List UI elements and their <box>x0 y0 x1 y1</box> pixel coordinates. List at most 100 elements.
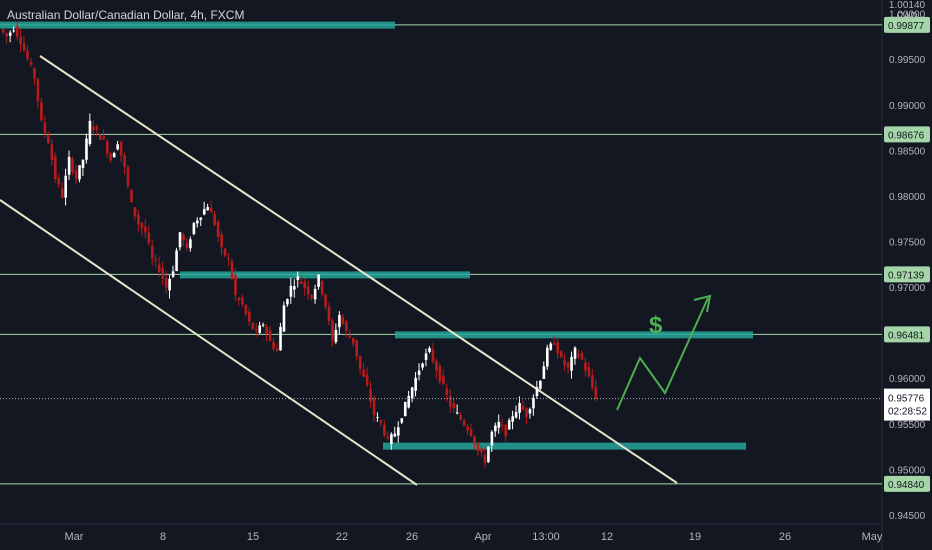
candle-body <box>324 294 327 307</box>
symbol-title: Australian Dollar/Canadian Dollar, 4h, F… <box>7 8 245 22</box>
candle-body <box>36 78 40 102</box>
resistance-zone-mid <box>180 271 470 279</box>
support-zone <box>383 442 746 450</box>
x-tick-label: 26 <box>779 531 791 543</box>
y-tick-label: 0.94500 <box>889 511 926 522</box>
candle-body <box>248 312 251 322</box>
candle-body <box>92 126 95 131</box>
candle-body <box>22 43 26 51</box>
candle-body <box>282 305 286 332</box>
x-tick-label: 15 <box>247 531 259 543</box>
candle-body <box>473 436 476 445</box>
currency-label: 1.00140 CAD <box>884 0 930 22</box>
candle-body <box>67 156 71 175</box>
candle-body <box>109 153 113 161</box>
candle-body <box>563 359 566 366</box>
candle-body <box>365 374 369 386</box>
candle-body <box>293 286 296 290</box>
candle-body <box>410 387 414 399</box>
candle-body <box>455 412 459 414</box>
candle-body <box>133 207 137 216</box>
candle-body <box>112 153 116 158</box>
candle-body <box>151 246 154 259</box>
candle-body <box>514 412 518 418</box>
candle-body <box>424 353 428 360</box>
candle-body <box>19 36 22 45</box>
candle-body <box>234 274 237 296</box>
candle-body <box>140 223 144 229</box>
y-tick-label: 0.99500 <box>889 55 926 66</box>
resistance-zone-top <box>0 21 395 29</box>
candle-body <box>483 454 487 463</box>
candle-body <box>8 32 12 36</box>
candle-body <box>147 232 151 243</box>
level-price-box <box>884 126 930 143</box>
y-tick-label: 0.96000 <box>889 374 926 385</box>
candle-body <box>119 141 123 156</box>
candle-body <box>417 370 421 375</box>
candle-body <box>372 398 376 416</box>
candle-body <box>272 342 275 349</box>
candle-body <box>202 209 206 215</box>
y-tick-label: 0.95000 <box>889 465 926 476</box>
candle-body <box>300 281 303 284</box>
candle-body <box>338 314 341 328</box>
candle-body <box>369 388 372 402</box>
candle-body <box>386 436 390 439</box>
candle-body <box>431 349 435 362</box>
candle-body <box>594 386 598 399</box>
candle-body <box>15 26 19 37</box>
candle-body <box>29 61 33 65</box>
candle-body <box>442 375 445 384</box>
candle-body <box>40 102 43 121</box>
candle-body <box>351 337 355 344</box>
y-tick-label: 0.98000 <box>889 192 926 203</box>
channel-lower-line <box>0 199 418 486</box>
candle-body <box>469 429 473 436</box>
candle-body <box>591 375 594 388</box>
x-tick-label: May <box>862 531 883 543</box>
candle-body <box>105 141 109 154</box>
candle-body <box>286 299 289 305</box>
level-price-label: 0.94840 <box>888 480 925 491</box>
candle-body <box>209 207 213 213</box>
candle-body <box>334 329 338 342</box>
candle-body <box>587 367 591 377</box>
y-tick-label: 0.98500 <box>889 146 926 157</box>
candle-body <box>244 304 248 314</box>
candle-body <box>71 159 74 173</box>
x-tick-label: 13:00 <box>532 531 560 543</box>
y-tick-label: 0.97000 <box>889 283 926 294</box>
candle-body <box>289 285 293 297</box>
candle-body <box>157 264 161 272</box>
candle-body <box>480 448 483 453</box>
y-tick-label: 0.97500 <box>889 237 926 248</box>
candle-body <box>57 178 61 185</box>
candle-body <box>435 360 438 371</box>
level-price-box <box>884 16 930 33</box>
candle-body <box>532 397 535 409</box>
candle-body <box>546 347 549 367</box>
candle-body <box>178 232 182 248</box>
candle-body <box>175 250 178 272</box>
candle-body <box>494 425 497 432</box>
candle-body <box>397 427 400 436</box>
candle-body <box>2 29 5 33</box>
x-tick-label: 12 <box>601 531 613 543</box>
candle-body <box>78 165 81 180</box>
candle-body <box>542 366 546 379</box>
candle-body <box>376 417 379 419</box>
candle-body <box>26 50 29 59</box>
candle-body <box>43 122 47 133</box>
level-price-label: 0.96481 <box>888 330 925 341</box>
candle-body <box>438 365 442 382</box>
candle-body <box>459 414 462 420</box>
candle-body <box>95 126 99 130</box>
candle-body <box>518 403 521 413</box>
candle-body <box>88 120 92 144</box>
dollar-annotation: $ <box>649 312 663 339</box>
candle-body <box>53 156 57 179</box>
candle-body <box>580 352 584 360</box>
candle-body <box>528 409 532 414</box>
